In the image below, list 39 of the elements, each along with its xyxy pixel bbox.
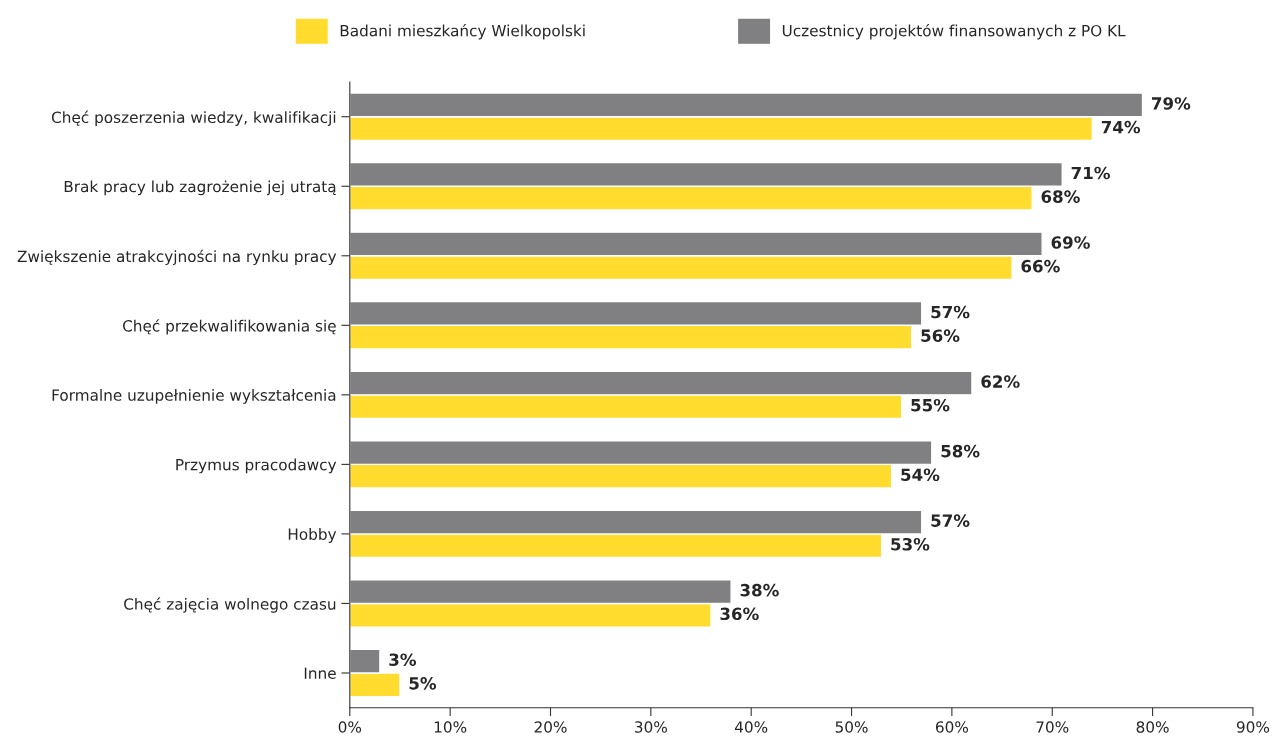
y-tick-label: Chęć przekwalifikowania się [123,319,336,335]
data-label: 79% [1151,97,1191,110]
data-label: 53% [891,537,930,551]
x-tick-label: 60% [935,721,969,733]
legend-label: Uczestnicy projektów finansowanych z PO KL [782,24,1126,40]
y-tick-label: Przymus pracodawcy [176,458,337,474]
data-label: 71% [1071,166,1110,180]
data-label: 66% [1021,259,1060,273]
x-tick-label: 80% [1136,721,1169,733]
y-tick-label: Formalne uzupełnienie wykształcenia [52,389,336,404]
x-tick-label: 70% [1036,721,1069,733]
x-tick-label: 50% [835,721,868,733]
data-label: 54% [901,468,940,482]
data-label: 3% [389,653,416,666]
y-tick-label: Chęć poszerzenia wiedzy, kwalifikacji [51,110,336,126]
x-tick-label: 0% [338,721,362,733]
x-tick-label: 30% [635,721,667,733]
data-label: 74% [1101,120,1141,134]
data-label: 38% [740,583,779,597]
y-tick-label: Inne [304,667,336,679]
data-label: 68% [1041,190,1080,203]
x-tick-label: 90% [1236,721,1270,733]
data-label: 5% [409,677,437,690]
data-label: 36% [720,607,759,621]
x-tick-label: 40% [734,721,768,733]
data-label: 55% [911,398,950,412]
data-label: 69% [1051,236,1090,249]
legend-label: Badani mieszkańcy Wielkopolski [340,24,585,40]
y-tick-label: Chęć zajęcia wolnego czasu [124,597,336,613]
data-label: 56% [921,329,960,342]
x-tick-label: 10% [434,721,467,733]
y-tick-label: Brak pracy lub zagrożenie jej utratą [64,180,336,196]
x-tick-label: 20% [534,721,567,733]
data-label: 58% [941,444,980,458]
y-tick-label: Zwiększenie atrakcyjności na rynku pracy [17,249,337,266]
data-label: 62% [981,375,1020,388]
y-tick-label: Hobby [288,528,337,543]
data-label: 57% [931,305,970,319]
data-label: 57% [931,514,970,527]
